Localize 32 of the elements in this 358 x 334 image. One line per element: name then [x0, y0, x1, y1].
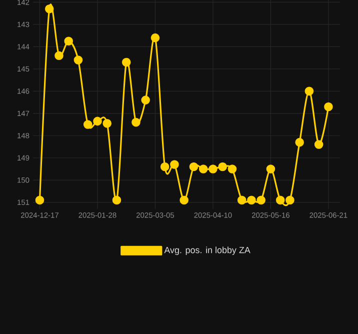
point	[74, 56, 83, 64]
point	[83, 120, 92, 129]
point	[93, 116, 102, 126]
point	[218, 162, 227, 172]
legend-label: Avg. pos. in lobby ZA	[164, 246, 250, 255]
point	[54, 51, 64, 60]
point	[64, 36, 74, 46]
point	[141, 96, 150, 104]
point	[198, 164, 208, 174]
point	[314, 140, 324, 149]
point	[180, 196, 188, 205]
point	[324, 102, 333, 112]
point	[44, 4, 54, 14]
point	[247, 196, 256, 205]
point	[132, 118, 140, 127]
point	[286, 196, 294, 205]
point	[237, 196, 246, 205]
point	[189, 162, 198, 172]
point	[170, 160, 179, 169]
point	[122, 58, 131, 67]
point	[35, 196, 44, 205]
point	[266, 164, 276, 174]
point	[228, 164, 237, 174]
point	[256, 196, 266, 205]
point	[102, 119, 112, 128]
point	[150, 33, 160, 42]
point	[208, 164, 218, 174]
point	[112, 196, 122, 205]
point	[276, 196, 285, 205]
point	[304, 86, 314, 96]
point	[160, 162, 170, 172]
point	[295, 138, 304, 147]
